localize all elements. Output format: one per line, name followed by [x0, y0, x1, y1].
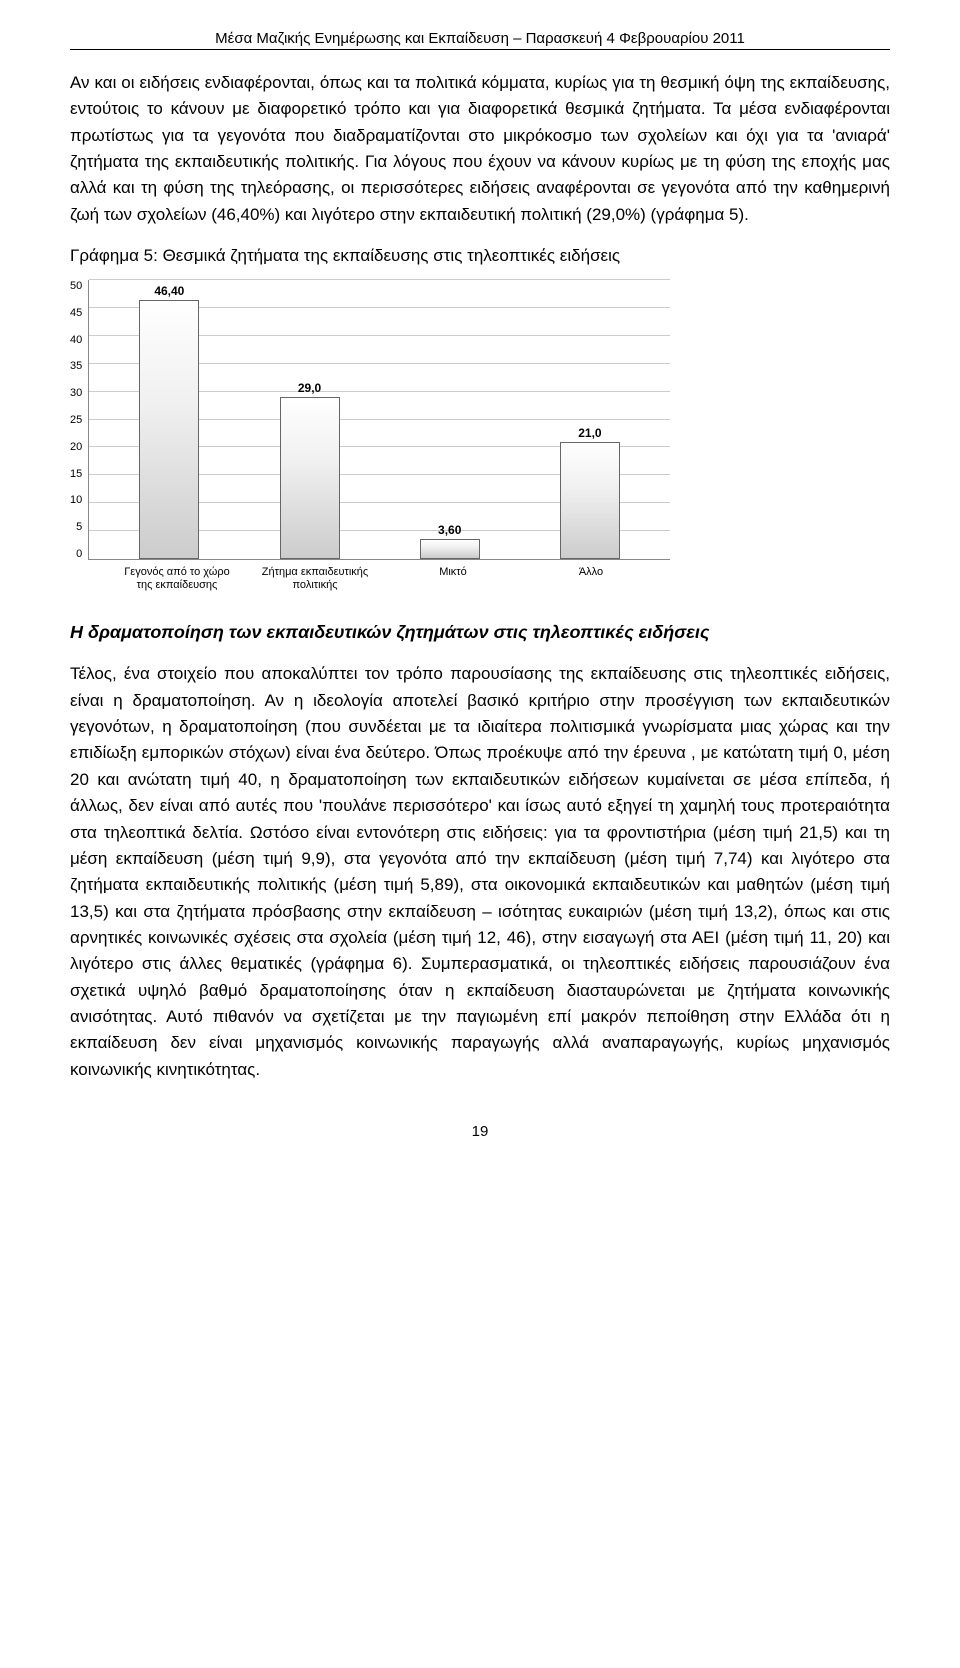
bar-value-label: 21,0 — [578, 426, 601, 440]
section-heading: Η δραματοποίηση των εκπαιδευτικών ζητημά… — [70, 622, 890, 643]
y-tick: 20 — [70, 441, 82, 453]
bar-value-label: 3,60 — [438, 523, 461, 537]
y-tick: 0 — [76, 548, 82, 560]
bar-slot: 21,0 — [528, 280, 651, 559]
x-label: Γεγονός από το χώρο της εκπαίδευσης — [116, 566, 237, 592]
bar — [420, 539, 480, 559]
bar-chart: 50 45 40 35 30 25 20 15 10 5 0 46,40 29,0… — [70, 280, 670, 592]
page-number: 19 — [70, 1123, 890, 1140]
y-tick: 15 — [70, 468, 82, 480]
bar-slot: 46,40 — [108, 280, 231, 559]
page-header: Μέσα Μαζικής Ενημέρωσης και Εκπαίδευση –… — [70, 30, 890, 50]
bar-value-label: 29,0 — [298, 381, 321, 395]
y-tick: 5 — [76, 521, 82, 533]
bar-slot: 29,0 — [248, 280, 371, 559]
bar — [560, 442, 620, 559]
chart-title: Γράφημα 5: Θεσμικά ζητήματα της εκπαίδευ… — [70, 246, 890, 266]
plot-area: 46,40 29,0 3,60 21,0 — [88, 280, 670, 560]
y-tick: 45 — [70, 307, 82, 319]
x-label: Άλλο — [530, 566, 651, 592]
x-axis: Γεγονός από το χώρο της εκπαίδευσης Ζήτη… — [98, 560, 670, 592]
bar-value-label: 46,40 — [154, 284, 184, 298]
y-tick: 10 — [70, 494, 82, 506]
paragraph-1: Αν και οι ειδήσεις ενδιαφέρονται, όπως κ… — [70, 70, 890, 228]
x-label: Ζήτημα εκπαιδευτικής πολιτικής — [254, 566, 375, 592]
y-tick: 25 — [70, 414, 82, 426]
x-label: Μικτό — [392, 566, 513, 592]
paragraph-2: Τέλος, ένα στοιχείο που αποκαλύπτει τον … — [70, 661, 890, 1083]
bar — [280, 397, 340, 559]
y-tick: 35 — [70, 360, 82, 372]
bar — [139, 300, 199, 559]
y-axis: 50 45 40 35 30 25 20 15 10 5 0 — [70, 280, 88, 560]
bar-slot: 3,60 — [388, 280, 511, 559]
y-tick: 40 — [70, 334, 82, 346]
y-tick: 30 — [70, 387, 82, 399]
y-tick: 50 — [70, 280, 82, 292]
